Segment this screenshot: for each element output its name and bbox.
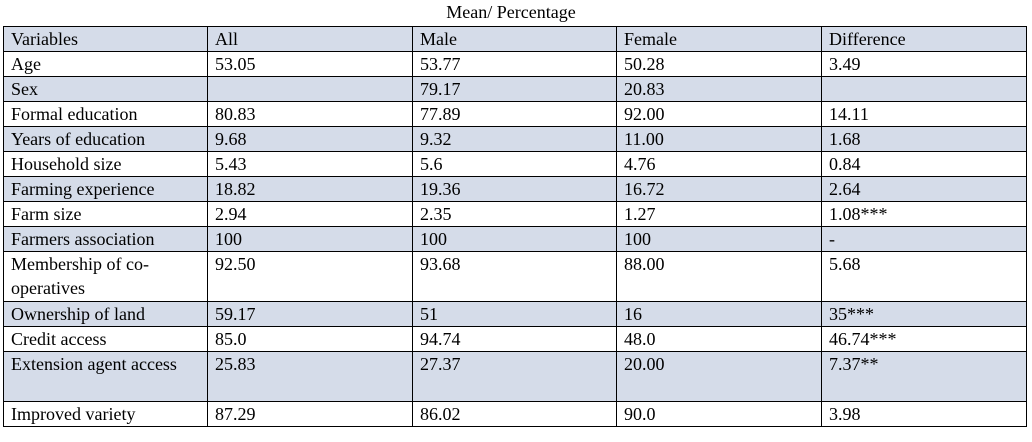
difference-cell: 3.49 — [821, 50, 1028, 77]
male-cell: 93.68 — [412, 250, 617, 302]
header-male: Male — [412, 25, 617, 52]
all-cell: 9.68 — [207, 125, 413, 152]
difference-cell: 0.84 — [821, 150, 1028, 177]
male-cell: 79.17 — [412, 75, 617, 102]
female-cell: 90.0 — [615, 400, 823, 427]
header-difference: Difference — [821, 25, 1028, 52]
table-row: Age 53.05 53.77 50.28 3.49 — [3, 50, 1028, 77]
table-row: Years of education 9.68 9.32 11.00 1.68 — [3, 125, 1028, 152]
table-row: Membership of co-operatives 92.50 93.68 … — [3, 250, 1028, 302]
all-cell: 80.83 — [207, 100, 413, 127]
female-cell: 92.00 — [615, 100, 823, 127]
variable-cell: Years of education — [3, 125, 208, 152]
all-cell: 2.94 — [207, 200, 413, 227]
all-cell — [207, 75, 413, 102]
male-cell: 86.02 — [412, 400, 617, 427]
variable-cell: Farmers association — [3, 225, 208, 252]
male-cell: 100 — [412, 225, 617, 252]
difference-cell: 35*** — [821, 300, 1028, 327]
difference-cell: 1.68 — [821, 125, 1028, 152]
difference-cell — [821, 75, 1028, 102]
male-cell: 2.35 — [412, 200, 617, 227]
male-cell: 51 — [412, 300, 617, 327]
table-row: Extension agent access 25.83 27.37 20.00… — [3, 350, 1028, 402]
all-cell: 85.0 — [207, 325, 413, 352]
variable-cell: Extension agent access — [3, 350, 208, 402]
female-cell: 1.27 — [615, 200, 823, 227]
difference-cell: 7.37** — [821, 350, 1028, 402]
variable-cell: Membership of co-operatives — [3, 250, 208, 302]
all-cell: 53.05 — [207, 50, 413, 77]
table-row: Credit access 85.0 94.74 48.0 46.74*** — [3, 325, 1028, 352]
table-row: Farming experience 18.82 19.36 16.72 2.6… — [3, 175, 1028, 202]
difference-cell: - — [821, 225, 1028, 252]
header-all: All — [207, 25, 413, 52]
female-cell: 16 — [615, 300, 823, 327]
female-cell: 88.00 — [615, 250, 823, 302]
title-row: Mean/ Percentage — [3, 0, 1027, 27]
variable-cell: Household size — [3, 150, 208, 177]
all-cell: 92.50 — [207, 250, 413, 302]
male-cell: 94.74 — [412, 325, 617, 352]
variable-cell: Age — [3, 50, 208, 77]
difference-cell: 1.08*** — [821, 200, 1028, 227]
header-variables: Variables — [3, 25, 208, 52]
difference-cell: 2.64 — [821, 175, 1028, 202]
all-cell: 5.43 — [207, 150, 413, 177]
male-cell: 53.77 — [412, 50, 617, 77]
table-row: Sex 79.17 20.83 — [3, 75, 1028, 102]
table-row: Improved variety 87.29 86.02 90.0 3.98 — [3, 400, 1028, 427]
difference-cell: 5.68 — [821, 250, 1028, 302]
female-cell: 100 — [615, 225, 823, 252]
all-cell: 87.29 — [207, 400, 413, 427]
table-title: Mean/ Percentage — [207, 0, 822, 27]
all-cell: 18.82 — [207, 175, 413, 202]
female-cell: 16.72 — [615, 175, 823, 202]
female-cell: 20.00 — [615, 350, 823, 402]
variable-cell: Credit access — [3, 325, 208, 352]
title-spacer-cell — [821, 0, 1027, 27]
header-row: Variables All Male Female Difference — [3, 25, 1028, 52]
all-cell: 100 — [207, 225, 413, 252]
all-cell: 25.83 — [207, 350, 413, 402]
female-cell: 11.00 — [615, 125, 823, 152]
all-cell: 59.17 — [207, 300, 413, 327]
male-cell: 19.36 — [412, 175, 617, 202]
female-cell: 50.28 — [615, 50, 823, 77]
table-row: Household size 5.43 5.6 4.76 0.84 — [3, 150, 1028, 177]
female-cell: 20.83 — [615, 75, 823, 102]
title-spacer-cell — [3, 0, 208, 27]
variable-cell: Ownership of land — [3, 300, 208, 327]
female-cell: 48.0 — [615, 325, 823, 352]
female-cell: 4.76 — [615, 150, 823, 177]
difference-cell: 46.74*** — [821, 325, 1028, 352]
data-table: Mean/ Percentage Variables All Male Fema… — [3, 0, 1028, 427]
header-female: Female — [615, 25, 823, 52]
male-cell: 77.89 — [412, 100, 617, 127]
variable-cell: Sex — [3, 75, 208, 102]
table-row: Farmers association 100 100 100 - — [3, 225, 1028, 252]
male-cell: 5.6 — [412, 150, 617, 177]
table-row: Formal education 80.83 77.89 92.00 14.11 — [3, 100, 1028, 127]
difference-cell: 14.11 — [821, 100, 1028, 127]
variable-cell: Farming experience — [3, 175, 208, 202]
difference-cell: 3.98 — [821, 400, 1028, 427]
table-row: Ownership of land 59.17 51 16 35*** — [3, 300, 1028, 327]
table-row: Farm size 2.94 2.35 1.27 1.08*** — [3, 200, 1028, 227]
male-cell: 27.37 — [412, 350, 617, 402]
variable-cell: Improved variety — [3, 400, 208, 427]
male-cell: 9.32 — [412, 125, 617, 152]
variable-cell: Formal education — [3, 100, 208, 127]
variable-cell: Farm size — [3, 200, 208, 227]
